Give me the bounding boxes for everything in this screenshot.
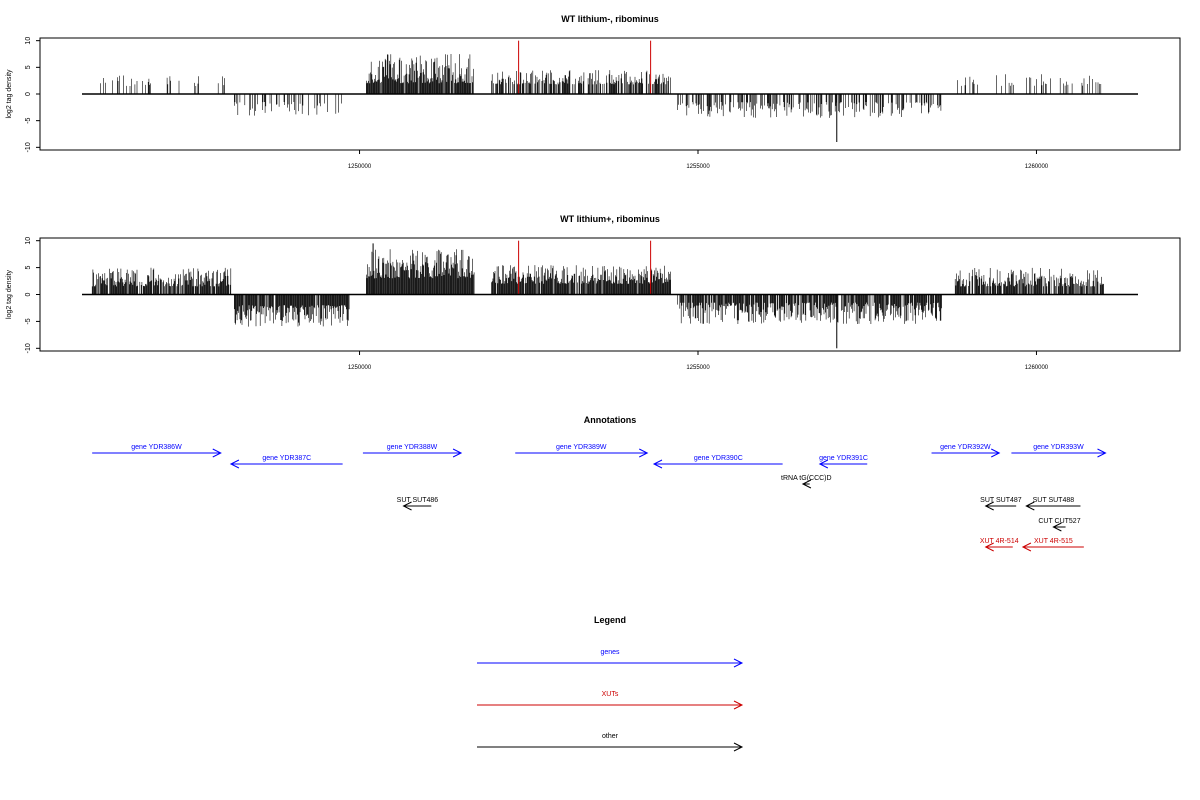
x-tick-label: 1260000 — [1025, 365, 1049, 371]
feature-label: gene YDR387C — [262, 455, 311, 462]
feature-label: tRNA tG(CCC)D — [781, 475, 832, 482]
arrowhead — [652, 459, 663, 469]
arrowhead — [818, 459, 829, 469]
arrowhead — [1052, 522, 1062, 532]
arrowhead — [639, 448, 649, 458]
arrowhead — [1021, 542, 1032, 552]
legend-label: other — [602, 733, 619, 740]
arrowhead — [984, 501, 994, 511]
legend-item-xuts: XUTs — [477, 691, 744, 710]
feature-label: gene YDR390C — [694, 455, 743, 462]
x-tick-label: 1260000 — [1025, 164, 1049, 170]
legend-title: Legend — [594, 615, 626, 625]
feature-label: gene YDR388W — [387, 444, 438, 451]
y-tick-label: -5 — [25, 318, 32, 324]
feature-gene-ydr388w: gene YDR388W — [362, 444, 463, 458]
y-tick-label: 5 — [25, 65, 32, 69]
legend-label: XUTs — [602, 691, 619, 698]
feature-label: gene YDR393W — [1033, 444, 1084, 451]
y-tick-label: -5 — [25, 117, 32, 123]
feature-label: CUT CUT527 — [1038, 518, 1080, 525]
panel-title: WT lithium+, ribominus — [560, 214, 660, 224]
feature-xut-4r-514: XUT 4R-514 — [980, 538, 1019, 552]
y-axis-label: log2 tag density — [6, 269, 13, 319]
y-axis-label: log2 tag density — [6, 69, 13, 119]
arrowhead — [801, 479, 812, 489]
arrowhead — [733, 658, 744, 668]
arrowhead — [1025, 501, 1035, 511]
feature-gene-ydr387c: gene YDR387C — [229, 455, 343, 469]
feature-sut-sut488: SUT SUT488 — [1025, 497, 1081, 511]
panel-1: WT lithium-, ribominus log2 tag density -1… — [6, 14, 1181, 170]
feature-cut-cut527: CUT CUT527 — [1038, 518, 1081, 532]
y-tick-label: -10 — [25, 142, 32, 152]
legend-item-genes: genes — [477, 649, 744, 668]
y-tick-label: -10 — [25, 343, 32, 353]
legend: Legend genes XUTs other — [477, 615, 744, 752]
arrowhead — [733, 742, 744, 752]
arrowhead — [212, 448, 222, 458]
x-tick-label: 1250000 — [348, 365, 372, 371]
feature-label: gene YDR391C — [819, 455, 868, 462]
annotations-panel: Annotations gene YDR386W gene YDR387C gene … — [92, 415, 1107, 552]
feature-gene-ydr392w: gene YDR392W — [931, 444, 1001, 458]
y-tick-label: 0 — [25, 92, 32, 96]
x-tick-label: 1255000 — [686, 164, 710, 170]
feature-trna-tg-ccc-d: tRNA tG(CCC)D — [781, 475, 832, 489]
arrowhead — [402, 501, 412, 511]
feature-label: SUT SUT488 — [1033, 497, 1075, 504]
arrowhead — [733, 700, 744, 710]
feature-gene-ydr391c: gene YDR391C — [818, 455, 868, 469]
feature-label: XUT 4R-515 — [1034, 538, 1073, 545]
feature-label: SUT SUT486 — [397, 497, 439, 504]
y-tick-label: 0 — [25, 292, 32, 296]
density-bars — [91, 249, 1104, 327]
feature-label: XUT 4R-514 — [980, 538, 1019, 545]
feature-label: SUT SUT487 — [980, 497, 1022, 504]
feature-label: gene YDR389W — [556, 444, 607, 451]
annotations-title: Annotations — [584, 415, 637, 425]
feature-label: gene YDR386W — [131, 444, 182, 451]
y-tick-label: 5 — [25, 266, 32, 270]
feature-sut-sut486: SUT SUT486 — [397, 497, 439, 511]
feature-gene-ydr386w: gene YDR386W — [92, 444, 222, 458]
x-tick-label: 1255000 — [686, 365, 710, 371]
legend-label: genes — [600, 649, 620, 656]
legend-item-other: other — [477, 733, 744, 752]
arrowhead — [991, 448, 1001, 458]
arrowhead — [1097, 448, 1107, 458]
feature-gene-ydr389w: gene YDR389W — [515, 444, 649, 458]
y-tick-label: 10 — [25, 37, 32, 45]
density-bars — [100, 54, 1102, 118]
feature-label: gene YDR392W — [940, 444, 991, 451]
feature-gene-ydr393w: gene YDR393W — [1011, 444, 1107, 458]
feature-xut-4r-515: XUT 4R-515 — [1021, 538, 1084, 552]
arrowhead — [984, 542, 994, 552]
feature-gene-ydr390c: gene YDR390C — [652, 455, 783, 469]
arrowhead — [229, 459, 240, 469]
panel-2: WT lithium+, ribominus log2 tag density -1… — [6, 214, 1181, 371]
feature-sut-sut487: SUT SUT487 — [980, 497, 1022, 511]
panel-title: WT lithium-, ribominus — [561, 14, 659, 24]
x-tick-label: 1250000 — [348, 164, 372, 170]
y-tick-label: 10 — [25, 237, 32, 245]
arrowhead — [452, 448, 463, 458]
